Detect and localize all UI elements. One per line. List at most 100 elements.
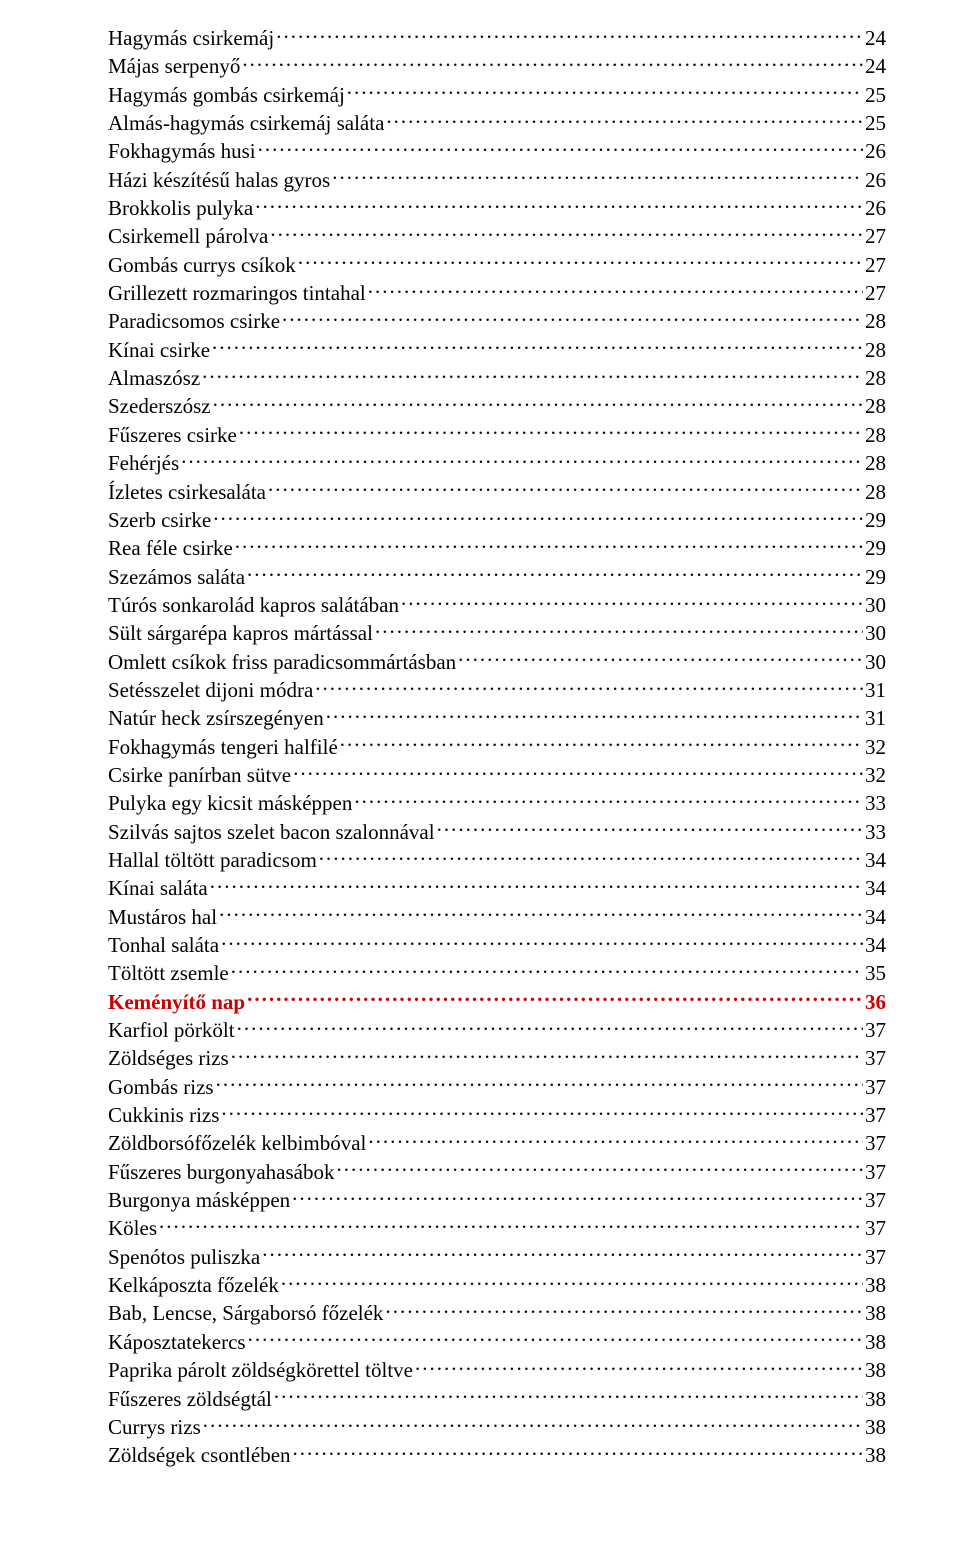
toc-row: Fokhagymás tengeri halfilé32	[108, 733, 886, 761]
toc-leader-dots	[332, 166, 863, 187]
toc-leader-dots	[239, 421, 863, 442]
toc-item-page: 28	[865, 336, 886, 364]
toc-row: Töltött zsemle35	[108, 959, 886, 987]
toc-row: Cukkinis rizs37	[108, 1101, 886, 1129]
toc-item-page: 28	[865, 364, 886, 392]
toc-item-page: 28	[865, 449, 886, 477]
toc-item-label: Fokhagymás tengeri halfilé	[108, 733, 338, 761]
toc-row: Sült sárgarépa kapros mártással 30	[108, 619, 886, 647]
toc-item-page: 34	[865, 903, 886, 931]
toc-item-page: 34	[865, 874, 886, 902]
toc-item-page: 27	[865, 222, 886, 250]
toc-leader-dots	[375, 619, 863, 640]
toc-leader-dots	[231, 959, 863, 980]
toc-row: Rea féle csirke29	[108, 534, 886, 562]
toc-item-page: 37	[865, 1158, 886, 1186]
toc-leader-dots	[242, 52, 863, 73]
toc-leader-dots	[385, 1299, 863, 1320]
toc-item-label: Fűszeres zöldségtál	[108, 1385, 272, 1413]
toc-row: Omlett csíkok friss paradicsommártásban3…	[108, 648, 886, 676]
toc-item-label: Köles	[108, 1214, 157, 1242]
toc-leader-dots	[292, 1186, 863, 1207]
toc-item-label: Fűszeres csirke	[108, 421, 237, 449]
toc-row: Májas serpenyő24	[108, 52, 886, 80]
toc-row: Csirke panírban sütve 32	[108, 761, 886, 789]
toc-item-label: Almás-hagymás csirkemáj saláta	[108, 109, 384, 137]
toc-item-label: Szerb csirke	[108, 506, 211, 534]
toc-leader-dots	[293, 761, 863, 782]
toc-row: Fűszeres csirke28	[108, 421, 886, 449]
toc-row: Hallal töltött paradicsom34	[108, 846, 886, 874]
toc-item-page: 34	[865, 931, 886, 959]
toc-item-label: Csirke panírban sütve	[108, 761, 291, 789]
toc-row: Szerb csirke29	[108, 506, 886, 534]
toc-item-page: 30	[865, 648, 886, 676]
toc-row: Zöldségek csontlében38	[108, 1441, 886, 1469]
toc-row: Köles 37	[108, 1214, 886, 1242]
toc-row: Paradicsomos csirke 28	[108, 307, 886, 335]
toc-item-page: 30	[865, 591, 886, 619]
toc-row: Natúr heck zsírszegényen 31	[108, 704, 886, 732]
toc-item-page: 37	[865, 1214, 886, 1242]
toc-row: Bab, Lencse, Sárgaborsó főzelék38	[108, 1299, 886, 1327]
toc-row: Keményítő nap36	[108, 988, 886, 1016]
toc-item-label: Sült sárgarépa kapros mártással	[108, 619, 373, 647]
toc-leader-dots	[415, 1356, 863, 1377]
toc-item-label: Szederszósz	[108, 392, 211, 420]
toc-row: Spenótos puliszka37	[108, 1243, 886, 1271]
toc-leader-dots	[326, 704, 863, 725]
toc-row: Fokhagymás husi26	[108, 137, 886, 165]
toc-leader-dots	[386, 109, 863, 130]
toc-item-label: Paprika párolt zöldségkörettel töltve	[108, 1356, 413, 1384]
toc-leader-dots	[248, 1328, 863, 1349]
toc-leader-dots	[315, 676, 863, 697]
toc-item-label: Currys rizs	[108, 1413, 201, 1441]
toc-leader-dots	[270, 222, 863, 243]
toc-item-page: 31	[865, 676, 886, 704]
toc-item-label: Szezámos saláta	[108, 563, 245, 591]
toc-leader-dots	[258, 137, 863, 158]
toc-row: Kínai csirke28	[108, 336, 886, 364]
toc-item-page: 37	[865, 1129, 886, 1157]
toc-item-page: 32	[865, 761, 886, 789]
toc-item-label: Zöldségek csontlében	[108, 1441, 291, 1469]
toc-leader-dots	[347, 81, 863, 102]
toc-row: Currys rizs 38	[108, 1413, 886, 1441]
toc-item-label: Cukkinis rizs	[108, 1101, 219, 1129]
toc-item-label: Hallal töltött paradicsom	[108, 846, 317, 874]
toc-leader-dots	[354, 789, 863, 810]
toc-item-page: 25	[865, 81, 886, 109]
toc-item-label: Paradicsomos csirke	[108, 307, 280, 335]
toc-item-page: 28	[865, 307, 886, 335]
toc-item-page: 30	[865, 619, 886, 647]
toc-leader-dots	[235, 534, 863, 555]
toc-item-page: 26	[865, 194, 886, 222]
toc-row: Brokkolis pulyka 26	[108, 194, 886, 222]
toc-item-label: Setésszelet dijoni módra	[108, 676, 313, 704]
toc-item-page: 31	[865, 704, 886, 732]
toc-row: Mustáros hal34	[108, 903, 886, 931]
toc-leader-dots	[212, 336, 863, 357]
toc-row: Zöldborsófőzelék kelbimbóval37	[108, 1129, 886, 1157]
toc-row: Ízletes csirkesaláta28	[108, 478, 886, 506]
toc-leader-dots	[159, 1214, 863, 1235]
toc-item-page: 28	[865, 392, 886, 420]
toc-row: Pulyka egy kicsit másképpen33	[108, 789, 886, 817]
toc-item-label: Brokkolis pulyka	[108, 194, 253, 222]
toc-leader-dots	[437, 818, 863, 839]
toc-item-label: Fokhagymás husi	[108, 137, 256, 165]
toc-row: Setésszelet dijoni módra 31	[108, 676, 886, 704]
toc-item-page: 24	[865, 24, 886, 52]
toc-item-page: 38	[865, 1299, 886, 1327]
toc-row: Fűszeres zöldségtál38	[108, 1385, 886, 1413]
toc-leader-dots	[319, 846, 863, 867]
toc-item-page: 24	[865, 52, 886, 80]
toc-item-label: Házi készítésű halas gyros	[108, 166, 330, 194]
toc-item-page: 38	[865, 1413, 886, 1441]
toc-item-label: Natúr heck zsírszegényen	[108, 704, 324, 732]
toc-leader-dots	[213, 506, 863, 527]
toc-item-label: Túrós sonkarolád kapros salátában	[108, 591, 399, 619]
toc-item-label: Fűszeres burgonyahasábok	[108, 1158, 334, 1186]
toc-item-page: 37	[865, 1016, 886, 1044]
toc-row: Káposztatekercs38	[108, 1328, 886, 1356]
